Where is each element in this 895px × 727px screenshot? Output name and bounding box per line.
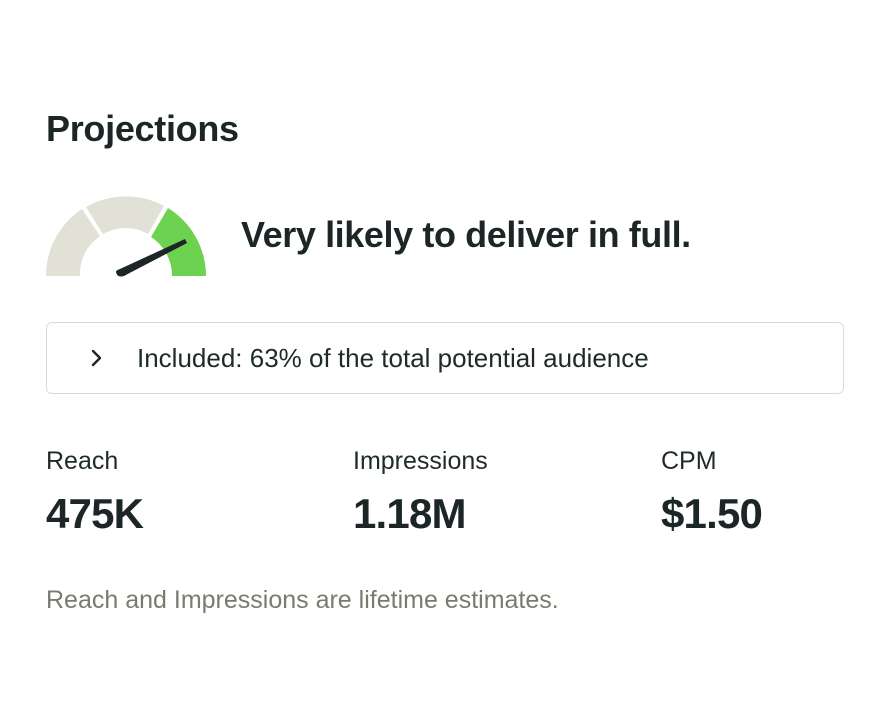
- estimates-footnote: Reach and Impressions are lifetime estim…: [46, 586, 559, 614]
- metric-label: Reach: [46, 447, 119, 475]
- metric-label: CPM: [661, 447, 717, 475]
- metric-value: 1.18M: [353, 490, 467, 537]
- metric-impressions: Impressions 1.18M: [353, 446, 488, 538]
- audience-expander[interactable]: Included: 63% of the total potential aud…: [46, 322, 844, 394]
- audience-included-text: Included: 63% of the total potential aud…: [137, 342, 649, 373]
- metric-value: 475K: [46, 490, 144, 537]
- gauge-needle: [116, 239, 187, 277]
- gauge-segment-low: [45, 209, 100, 276]
- page-title: Projections: [46, 108, 239, 149]
- delivery-likelihood: Very likely to deliver in full.: [241, 214, 691, 255]
- metric-value: $1.50: [661, 490, 763, 537]
- chevron-right-icon[interactable]: [87, 348, 107, 368]
- gauge-segment-mid: [86, 196, 164, 234]
- metric-cpm: CPM $1.50: [661, 446, 763, 538]
- metric-label: Impressions: [353, 447, 488, 475]
- speedometer-gauge-icon: [44, 194, 208, 280]
- metric-reach: Reach 475K: [46, 446, 144, 538]
